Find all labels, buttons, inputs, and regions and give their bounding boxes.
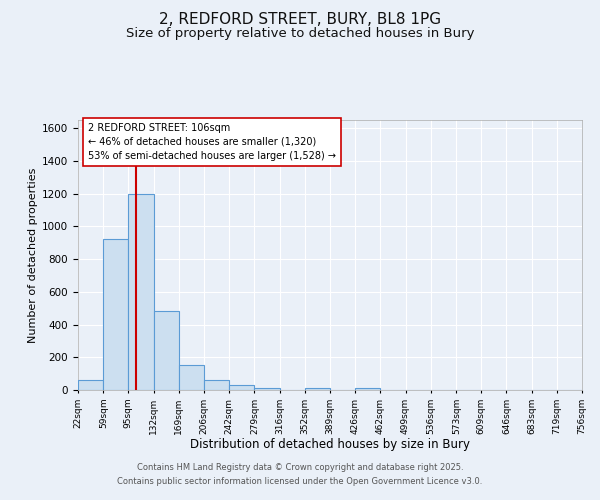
Text: Contains public sector information licensed under the Open Government Licence v3: Contains public sector information licen… [118, 477, 482, 486]
Bar [103, 240, 128, 390]
Bar [154, 312, 179, 390]
Y-axis label: Number of detached properties: Number of detached properties [28, 168, 38, 342]
Bar [254, 388, 280, 390]
Bar [205, 380, 229, 390]
Bar [78, 380, 103, 390]
Text: 2, REDFORD STREET, BURY, BL8 1PG: 2, REDFORD STREET, BURY, BL8 1PG [159, 12, 441, 28]
Text: Contains HM Land Registry data © Crown copyright and database right 2025.: Contains HM Land Registry data © Crown c… [137, 464, 463, 472]
Bar [229, 385, 254, 390]
Bar [305, 388, 330, 390]
Bar [128, 194, 154, 390]
Bar [179, 366, 205, 390]
X-axis label: Distribution of detached houses by size in Bury: Distribution of detached houses by size … [190, 438, 470, 451]
Text: Size of property relative to detached houses in Bury: Size of property relative to detached ho… [126, 28, 474, 40]
Bar [355, 388, 380, 390]
Text: 2 REDFORD STREET: 106sqm
← 46% of detached houses are smaller (1,320)
53% of sem: 2 REDFORD STREET: 106sqm ← 46% of detach… [88, 122, 336, 160]
